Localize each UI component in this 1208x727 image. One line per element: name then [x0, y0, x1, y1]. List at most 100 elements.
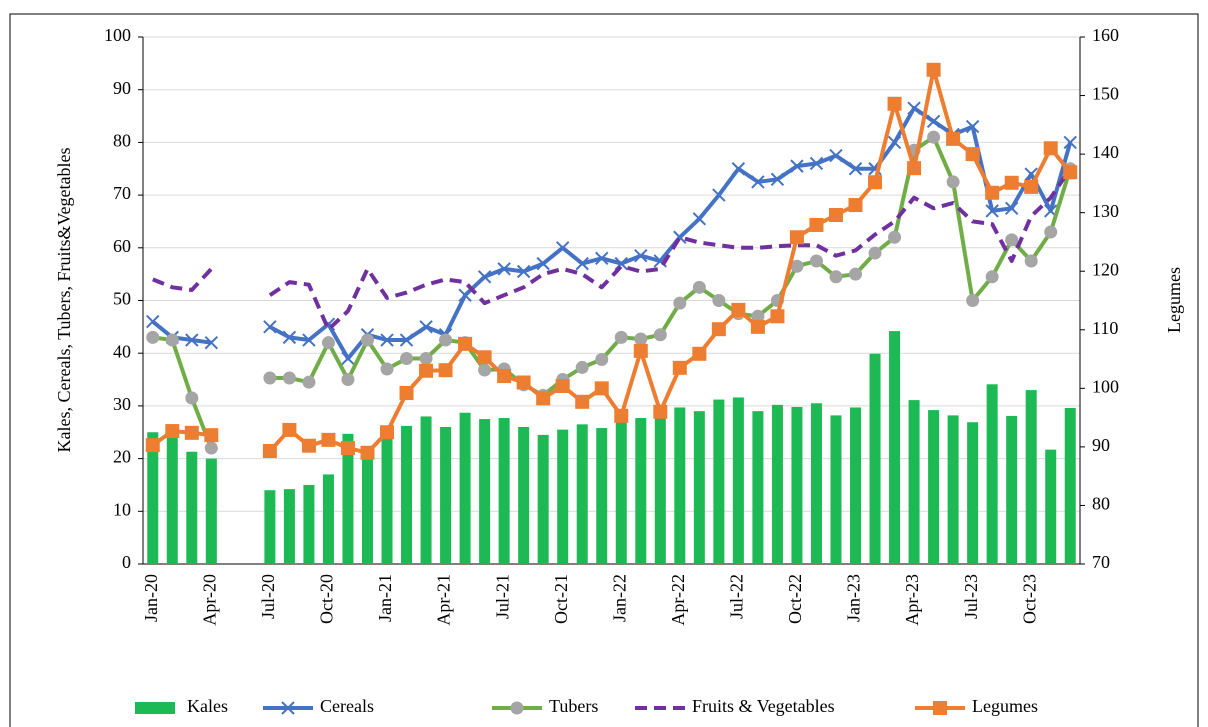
- point-marker: [946, 131, 961, 146]
- point-marker: [965, 147, 980, 162]
- y2-tick-label: 150: [1092, 84, 1119, 104]
- legend-label: Legumes: [972, 696, 1038, 716]
- x-tick-label: Apr-23: [902, 574, 922, 626]
- point-marker: [419, 351, 433, 365]
- bar: [264, 490, 276, 564]
- point-marker: [789, 230, 804, 245]
- point-marker: [282, 422, 297, 437]
- y2-tick-label: 140: [1092, 142, 1119, 162]
- point-marker: [907, 161, 922, 176]
- bar: [713, 399, 725, 564]
- y-tick-label: 40: [113, 341, 131, 361]
- point-marker: [555, 241, 570, 255]
- y-tick-label: 100: [104, 25, 131, 45]
- point-marker: [594, 381, 609, 396]
- x-tick-label: Jul-23: [961, 574, 981, 619]
- point-marker: [751, 175, 765, 189]
- bar: [908, 400, 920, 564]
- point-marker: [595, 353, 609, 367]
- point-marker: [497, 369, 512, 384]
- point-marker: [204, 441, 218, 455]
- y-tick-label: 30: [113, 394, 131, 414]
- bar: [186, 451, 198, 564]
- bar: [381, 437, 393, 564]
- point-marker: [888, 230, 902, 244]
- point-marker: [926, 62, 941, 77]
- point-marker: [458, 336, 473, 351]
- y-tick-label: 10: [113, 499, 131, 519]
- y-tick-label: 80: [113, 131, 131, 151]
- bar: [732, 397, 744, 564]
- point-marker: [1024, 179, 1039, 194]
- bar: [498, 418, 510, 564]
- point-marker: [516, 264, 531, 279]
- point-marker: [165, 424, 180, 439]
- y-tick-label: 50: [113, 289, 131, 309]
- x-tick-label: Jul-21: [492, 574, 512, 619]
- bar: [986, 384, 998, 564]
- bar: [674, 407, 686, 564]
- point-marker: [809, 156, 824, 171]
- point-marker: [301, 438, 316, 453]
- bar: [791, 406, 803, 564]
- chart-frame: [9, 13, 1199, 727]
- point-marker: [340, 441, 355, 456]
- x-tick-label: Apr-21: [434, 574, 454, 626]
- y-tick-label: 60: [113, 236, 131, 256]
- point-marker: [458, 288, 472, 302]
- point-marker: [926, 114, 941, 129]
- point-marker: [985, 270, 999, 284]
- series-line: [151, 106, 1073, 361]
- point-marker: [282, 330, 297, 345]
- point-marker: [497, 262, 511, 276]
- point-marker: [751, 309, 765, 323]
- point-marker: [731, 162, 746, 176]
- point-marker: [828, 208, 843, 223]
- point-marker: [868, 175, 883, 190]
- bar: [303, 484, 315, 564]
- point-marker: [184, 425, 199, 440]
- point-marker: [692, 212, 707, 226]
- point-marker: [809, 217, 824, 232]
- point-marker: [185, 333, 199, 347]
- point-marker: [380, 362, 394, 376]
- point-marker: [478, 363, 492, 377]
- x-tick-label: Jan-21: [375, 574, 395, 622]
- y2-tick-label: 80: [1092, 494, 1110, 514]
- point-marker: [614, 408, 629, 423]
- point-marker: [165, 333, 179, 347]
- point-marker: [790, 259, 804, 273]
- point-marker: [692, 280, 706, 294]
- bar: [928, 410, 940, 564]
- y2-tick-label: 120: [1092, 259, 1119, 279]
- point-marker: [262, 443, 277, 458]
- point-marker: [263, 371, 277, 385]
- point-marker: [419, 363, 434, 378]
- point-marker: [380, 333, 394, 347]
- bar: [615, 421, 627, 564]
- bar: [693, 411, 705, 564]
- y-tick-label: 70: [113, 183, 131, 203]
- legend-swatch: [135, 702, 175, 714]
- bar: [947, 415, 959, 564]
- point-marker: [282, 371, 296, 385]
- point-marker: [399, 386, 414, 401]
- point-marker: [1005, 233, 1019, 247]
- bar: [850, 407, 862, 564]
- point-marker: [750, 319, 765, 334]
- point-marker: [1043, 141, 1058, 156]
- bar: [654, 414, 666, 564]
- point-marker: [575, 394, 590, 409]
- bar: [1045, 449, 1057, 564]
- bar: [361, 448, 373, 564]
- point-marker: [575, 360, 589, 374]
- point-marker: [712, 188, 726, 202]
- point-marker: [575, 256, 589, 271]
- x-tick-label: Jan-23: [844, 574, 864, 622]
- point-marker: [692, 346, 707, 361]
- point-marker: [1044, 225, 1058, 239]
- point-marker: [321, 336, 335, 350]
- bar: [479, 419, 491, 564]
- bar: [420, 416, 432, 564]
